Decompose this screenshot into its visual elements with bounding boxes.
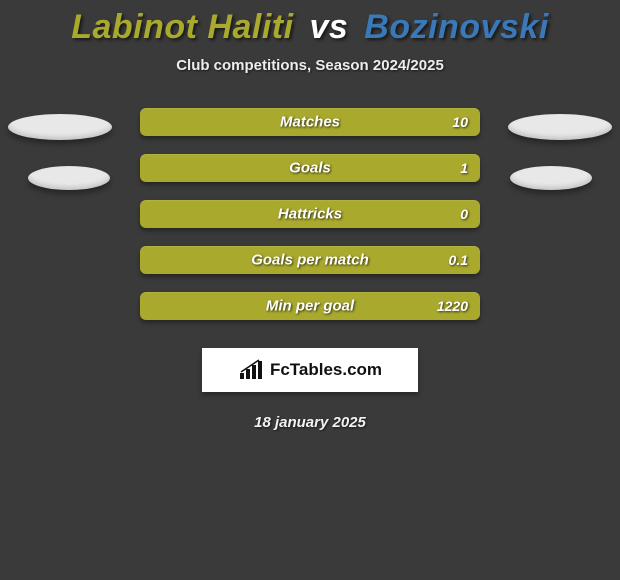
player1-ellipse-2 [28, 166, 110, 190]
player1-ellipse-1 [8, 114, 112, 140]
stats-arena: Matches 10 Goals 1 Hattricks 0 Goals per… [0, 108, 620, 431]
stat-bars: Matches 10 Goals 1 Hattricks 0 Goals per… [140, 108, 480, 320]
stat-value: 1220 [437, 298, 468, 314]
stat-bar-hattricks: Hattricks 0 [140, 200, 480, 228]
player2-name: Bozinovski [364, 8, 548, 46]
stat-value: 0.1 [449, 252, 468, 268]
page-title: Labinot Haliti vs Bozinovski [0, 8, 620, 47]
infographic-root: Labinot Haliti vs Bozinovski Club compet… [0, 0, 620, 431]
brand-badge: FcTables.com [202, 348, 418, 392]
stat-bar-matches: Matches 10 [140, 108, 480, 136]
player2-ellipse-1 [508, 114, 612, 140]
stat-value: 0 [460, 206, 468, 222]
vs-label: vs [310, 8, 349, 46]
bar-chart-icon [238, 359, 264, 381]
stat-bar-goals: Goals 1 [140, 154, 480, 182]
stat-value: 1 [460, 160, 468, 176]
date-label: 18 january 2025 [0, 414, 620, 431]
stat-bar-mpg: Min per goal 1220 [140, 292, 480, 320]
player1-name: Labinot Haliti [71, 8, 293, 46]
stat-label: Goals per match [251, 252, 369, 269]
stat-value: 10 [452, 114, 468, 130]
stat-label: Min per goal [266, 298, 354, 315]
player2-ellipse-2 [510, 166, 592, 190]
subtitle: Club competitions, Season 2024/2025 [0, 57, 620, 74]
stat-label: Goals [289, 160, 331, 177]
stat-label: Hattricks [278, 206, 342, 223]
stat-bar-gpm: Goals per match 0.1 [140, 246, 480, 274]
stat-label: Matches [280, 114, 340, 131]
brand-text: FcTables.com [270, 360, 382, 380]
